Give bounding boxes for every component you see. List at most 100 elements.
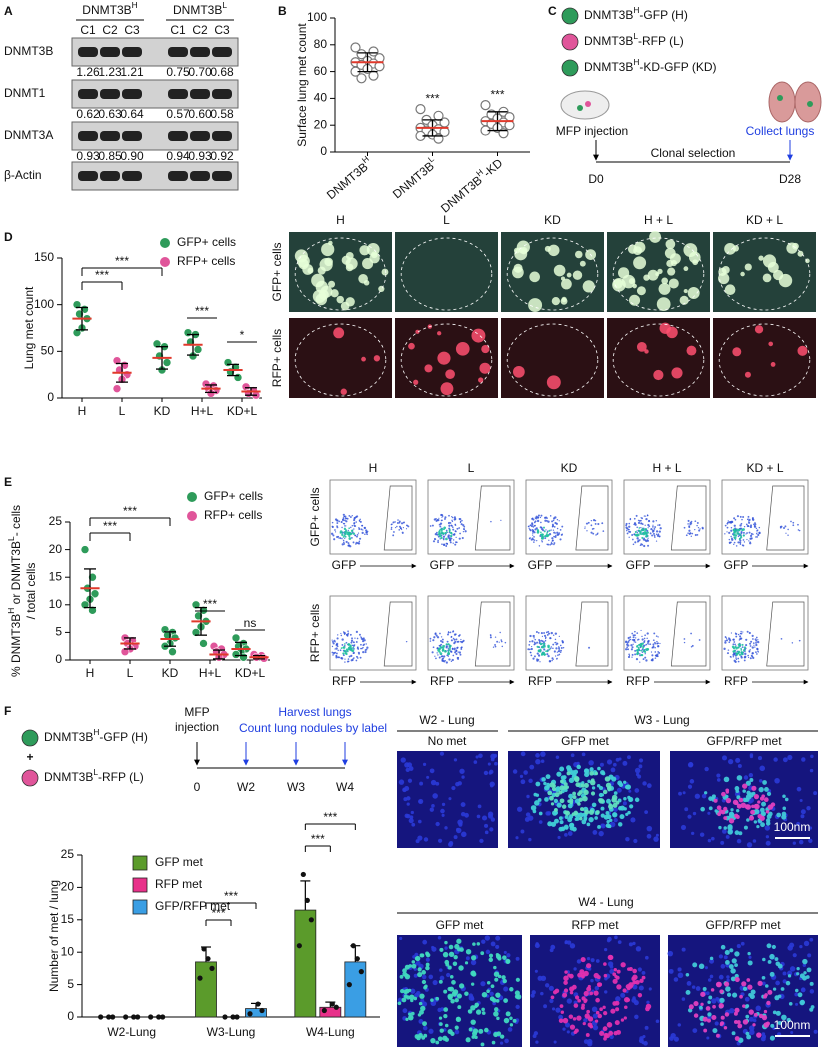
fluorescent-spot (694, 1013, 698, 1017)
fluorescent-spot (419, 993, 424, 998)
fluorescent-spot (635, 531, 637, 533)
legend-marker (160, 257, 170, 267)
fluorescent-spot (723, 648, 725, 650)
fluorescent-spot (577, 792, 581, 796)
panel-label: B (278, 4, 287, 18)
fluorescent-spot (646, 1004, 652, 1010)
fluorescent-spot (636, 515, 638, 517)
fluorescent-spot (349, 648, 351, 650)
fluorescent-spot (418, 800, 421, 803)
fluorescent-spot (536, 658, 538, 660)
x-tick-label: H+L (199, 666, 222, 680)
fluorescent-spot (751, 786, 756, 791)
fluorescent-spot (437, 352, 450, 365)
fluorescent-spot (546, 650, 548, 652)
fluorescent-spot (641, 636, 642, 637)
fluorescent-spot (401, 757, 406, 762)
data-point (169, 648, 177, 656)
fluorescent-spot (739, 542, 741, 544)
fluorescent-spot (560, 780, 564, 784)
fluorescent-spot (341, 532, 343, 534)
fluorescent-spot (756, 528, 757, 529)
fluorescent-spot (403, 521, 405, 523)
fluorescent-spot (726, 523, 728, 525)
fluorescent-spot (711, 1015, 716, 1020)
significance: *** (211, 906, 225, 920)
data-point (184, 329, 192, 337)
fluorescent-spot (554, 819, 559, 824)
fluorescent-spot (809, 938, 813, 942)
fluorescent-spot (580, 807, 584, 811)
fluorescent-spot (743, 798, 748, 803)
fluorescent-spot (748, 540, 749, 541)
fluorescent-spot (735, 633, 736, 634)
fluorescent-spot (451, 786, 455, 790)
fluorescent-spot (560, 820, 564, 824)
fluorescent-spot (656, 641, 657, 642)
fluorescent-spot (598, 831, 603, 836)
fluorescent-spot (653, 370, 663, 380)
fluorescent-spot (557, 534, 559, 536)
text-part: -KD-GFP (KD) (639, 60, 716, 74)
fluorescent-spot (537, 531, 540, 534)
fluorescent-spot (631, 648, 633, 650)
fluorescent-spot (660, 527, 662, 529)
fluorescent-spot (726, 798, 731, 803)
fluorescent-spot (448, 1029, 453, 1034)
fluorescent-spot (627, 641, 629, 643)
fluorescent-spot (559, 816, 563, 820)
fluorescent-spot (621, 1018, 624, 1021)
fluorescent-spot (726, 979, 729, 982)
fluorescent-spot (599, 1007, 603, 1011)
fluorescent-spot (544, 517, 546, 519)
axis-channel: GFP (724, 558, 749, 572)
quantification: 0.92 (210, 149, 234, 163)
fluorescent-spot (549, 637, 551, 639)
fluorescent-spot (459, 983, 464, 988)
text-part: DNMT3B (438, 173, 485, 215)
fluorescent-spot (547, 375, 561, 389)
fluorescent-spot (730, 656, 731, 657)
fluorescent-spot (577, 973, 582, 978)
fluorescent-spot (455, 782, 459, 786)
fluorescent-spot (782, 794, 786, 798)
fluorescent-spot (606, 823, 611, 828)
fluorescent-spot (534, 528, 536, 530)
fluorescent-spot (465, 530, 467, 532)
fluorescent-spot (726, 975, 729, 978)
fluorescent-spot (587, 1039, 592, 1044)
fluorescent-spot (542, 636, 543, 637)
legend-label: RFP met (155, 877, 203, 891)
fluorescent-spot (584, 783, 589, 788)
fluorescent-spot (601, 823, 605, 827)
fluorescent-spot (687, 346, 697, 356)
strain-label: DNMT3BL-RFP (L) (584, 31, 684, 48)
fluorescent-spot (698, 530, 700, 532)
fluorescent-spot (349, 537, 352, 540)
fluorescent-spot (345, 531, 348, 534)
fluorescent-spot (449, 647, 451, 649)
fluorescent-spot (450, 999, 454, 1003)
fluorescent-spot (454, 533, 456, 535)
fluorescent-spot (543, 782, 547, 786)
fluorescent-spot (559, 636, 560, 637)
fluorescent-spot (720, 841, 724, 845)
fluorescent-spot (770, 1036, 775, 1041)
fluorescent-spot (617, 788, 622, 793)
data-point (194, 345, 202, 353)
fluorescent-spot (546, 774, 551, 779)
fluorescent-spot (737, 515, 739, 517)
fluorescent-spot (394, 521, 396, 523)
fluorescent-spot (691, 521, 693, 523)
fluorescent-spot (341, 538, 342, 539)
fluorescent-spot (452, 517, 453, 518)
fluorescent-spot (686, 990, 691, 995)
fluorescent-spot (447, 633, 449, 635)
fluorescent-spot (447, 987, 451, 991)
fluorescent-spot (584, 526, 585, 527)
panel-label: D (4, 230, 13, 244)
fluorescent-spot (583, 1000, 586, 1003)
fluorescent-spot (625, 526, 627, 528)
fluorescent-spot (655, 657, 657, 659)
fluorescent-spot (433, 646, 435, 648)
